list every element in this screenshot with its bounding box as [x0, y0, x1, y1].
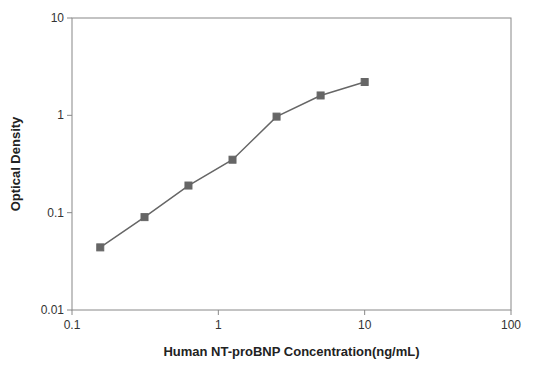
x-tick [511, 310, 512, 315]
data-point [317, 92, 324, 99]
y-axis-label: Optical Density [8, 116, 23, 211]
y-tick-label: 10 [51, 11, 65, 25]
data-point [273, 113, 280, 120]
plot-frame [72, 18, 511, 310]
y-tick [67, 18, 72, 19]
data-line [100, 82, 364, 247]
x-tick-label: 10 [358, 318, 372, 332]
x-tick-label: 0.1 [64, 318, 81, 332]
data-point [185, 182, 192, 189]
y-tick-label: 0.1 [47, 206, 64, 220]
x-tick-label: 100 [501, 318, 521, 332]
x-tick [218, 310, 219, 315]
x-tick [364, 310, 365, 315]
x-tick-label: 1 [215, 318, 222, 332]
y-tick-label: 0.01 [41, 303, 65, 317]
y-tick [67, 115, 72, 116]
x-axis-label: Human NT-proBNP Concentration(ng/mL) [163, 344, 419, 359]
y-tick-label: 1 [57, 108, 64, 122]
y-tick [67, 310, 72, 311]
chart: 0.11101000.010.1110Human NT-proBNP Conce… [0, 0, 533, 372]
y-tick [67, 212, 72, 213]
chart-container: 0.11101000.010.1110Human NT-proBNP Conce… [0, 0, 533, 372]
x-tick [72, 310, 73, 315]
data-point [97, 244, 104, 251]
plot-area [97, 79, 368, 251]
data-point [361, 79, 368, 86]
data-point [229, 156, 236, 163]
data-point [141, 214, 148, 221]
